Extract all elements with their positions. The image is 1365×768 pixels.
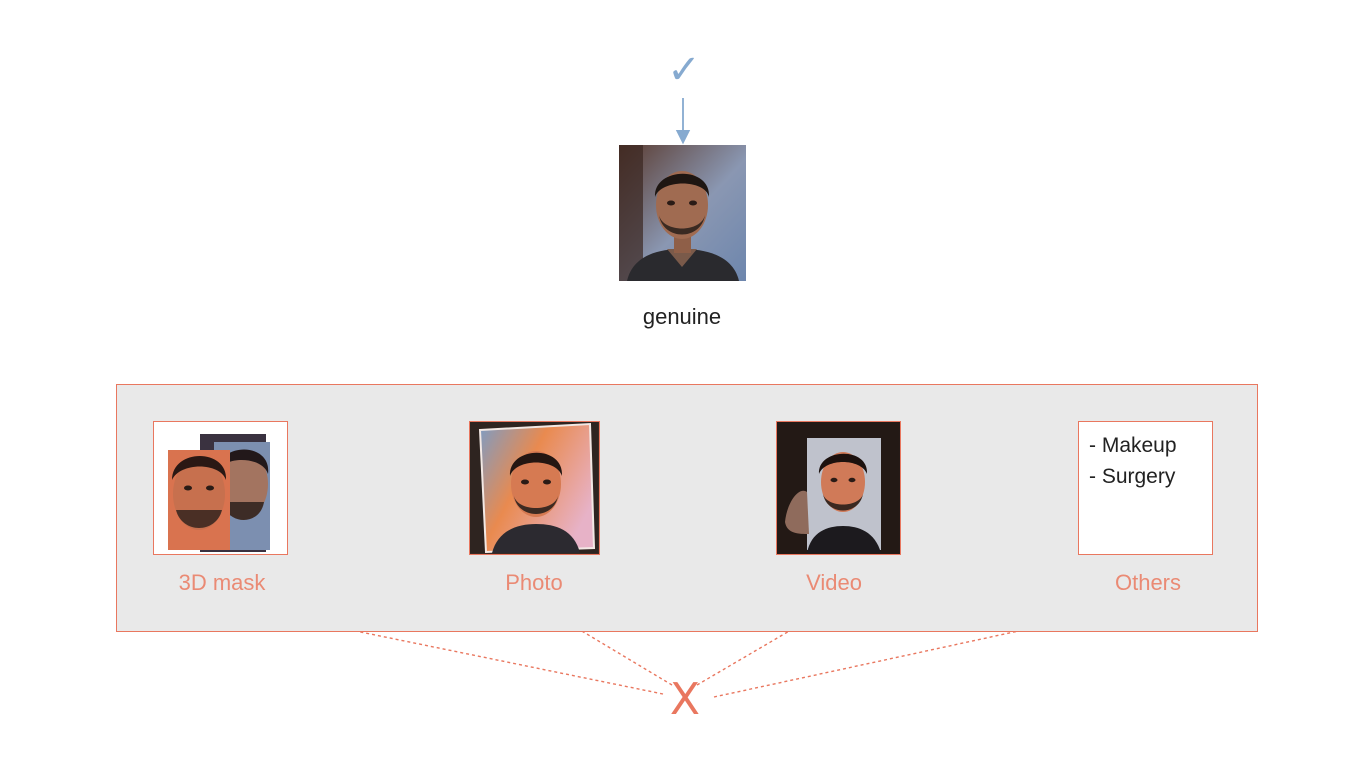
others-list-item: - Surgery bbox=[1089, 465, 1176, 488]
label-photo: Photo bbox=[505, 570, 563, 595]
label-others: Others bbox=[1114, 570, 1182, 595]
label-3d-mask: 3D mask bbox=[178, 570, 266, 595]
genuine-face-image bbox=[619, 145, 746, 281]
genuine-label: genuine bbox=[642, 304, 722, 329]
attack-types-panel bbox=[116, 384, 1258, 632]
checkmark-icon: ✓ bbox=[667, 47, 701, 93]
cross-icon: X bbox=[669, 674, 701, 725]
others-list-item: - Makeup bbox=[1089, 434, 1177, 457]
others-list-box: - Makeup - Surgery bbox=[1078, 421, 1213, 555]
mask-face-image bbox=[153, 421, 288, 555]
label-video: Video bbox=[806, 570, 862, 595]
others-list: - Makeup - Surgery bbox=[1079, 422, 1212, 492]
photo-face-image bbox=[469, 421, 600, 555]
video-face-image bbox=[776, 421, 901, 555]
